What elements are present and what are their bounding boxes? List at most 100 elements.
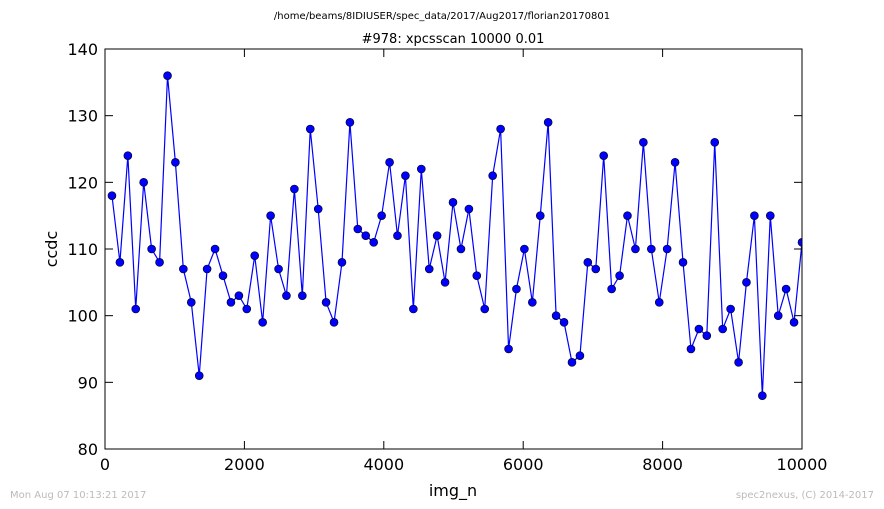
data-point bbox=[504, 344, 513, 354]
y-tick-label: 100 bbox=[67, 307, 98, 326]
data-point bbox=[234, 291, 244, 300]
y-tick-label: 110 bbox=[67, 240, 98, 259]
data-point bbox=[615, 271, 624, 280]
data-point bbox=[631, 244, 640, 254]
y-tick-label: 90 bbox=[78, 373, 98, 392]
data-point bbox=[305, 124, 315, 134]
data-point bbox=[353, 224, 363, 234]
chart-title: #978: xpcsscan 10000 0.01 bbox=[362, 32, 545, 47]
data-point bbox=[750, 211, 759, 220]
data-point bbox=[781, 284, 791, 294]
data-point bbox=[361, 231, 371, 240]
data-point bbox=[607, 284, 616, 294]
data-point bbox=[440, 278, 450, 287]
data-point bbox=[694, 324, 704, 334]
data-point bbox=[258, 318, 267, 327]
data-point bbox=[559, 318, 569, 327]
data-point bbox=[194, 371, 204, 380]
data-point bbox=[639, 138, 648, 147]
y-tick-label: 120 bbox=[67, 173, 98, 192]
data-point bbox=[226, 298, 236, 307]
data-point bbox=[654, 298, 664, 307]
data-point bbox=[797, 238, 802, 247]
data-point bbox=[282, 291, 291, 300]
data-point bbox=[163, 71, 172, 80]
data-point bbox=[115, 258, 125, 267]
data-point bbox=[290, 184, 299, 194]
x-tick-label: 6000 bbox=[503, 455, 544, 474]
data-point bbox=[710, 138, 720, 147]
data-point bbox=[599, 151, 609, 160]
data-point bbox=[773, 311, 783, 320]
data-point bbox=[575, 351, 585, 360]
data-point bbox=[718, 324, 727, 334]
y-tick-label: 80 bbox=[78, 440, 98, 459]
data-point bbox=[686, 344, 696, 354]
data-point bbox=[337, 258, 347, 267]
data-point bbox=[789, 318, 799, 327]
data-point bbox=[210, 244, 220, 254]
data-point bbox=[488, 171, 497, 180]
data-point bbox=[662, 244, 672, 254]
data-point bbox=[385, 158, 394, 167]
data-point bbox=[401, 171, 410, 180]
data-point bbox=[250, 251, 260, 260]
data-point bbox=[298, 291, 307, 300]
data-point bbox=[464, 204, 474, 214]
data-point bbox=[551, 311, 561, 320]
data-point bbox=[583, 258, 593, 267]
x-tick-label: 8000 bbox=[642, 455, 683, 474]
data-point bbox=[147, 244, 156, 254]
data-point bbox=[591, 264, 601, 274]
data-point bbox=[623, 211, 632, 220]
y-tick-label: 140 bbox=[67, 40, 98, 59]
data-point bbox=[155, 258, 164, 267]
data-point bbox=[329, 318, 339, 327]
footer-left: Mon Aug 07 10:13:21 2017 bbox=[10, 490, 146, 501]
data-point bbox=[266, 211, 275, 220]
data-point bbox=[377, 211, 386, 220]
data-point bbox=[171, 158, 180, 167]
data-point bbox=[369, 238, 378, 247]
data-point bbox=[480, 304, 490, 314]
data-point bbox=[535, 211, 545, 220]
y-axis-label: ccdc bbox=[42, 231, 61, 268]
data-point bbox=[202, 264, 212, 274]
data-point bbox=[424, 264, 434, 274]
data-point bbox=[758, 391, 767, 400]
x-tick-label: 10000 bbox=[777, 455, 828, 474]
data-point bbox=[512, 284, 521, 294]
data-point bbox=[472, 271, 482, 280]
data-point bbox=[409, 304, 418, 314]
data-point bbox=[528, 298, 537, 307]
data-point bbox=[186, 298, 196, 307]
data-point bbox=[123, 151, 133, 160]
plot-area bbox=[107, 71, 802, 400]
x-tick-label: 2000 bbox=[224, 455, 265, 474]
data-point bbox=[313, 204, 323, 214]
data-point bbox=[218, 271, 228, 280]
data-point bbox=[432, 231, 442, 240]
data-point bbox=[734, 358, 743, 367]
data-point bbox=[274, 264, 283, 274]
data-point bbox=[345, 118, 355, 127]
data-point bbox=[448, 198, 458, 207]
data-point bbox=[520, 244, 529, 254]
data-point bbox=[179, 264, 188, 274]
data-point bbox=[139, 178, 148, 187]
data-point bbox=[702, 331, 712, 340]
data-point bbox=[670, 158, 680, 167]
x-tick-label: 0 bbox=[100, 455, 110, 474]
data-point bbox=[456, 244, 466, 254]
data-point bbox=[107, 191, 117, 200]
data-point bbox=[726, 304, 735, 314]
data-point bbox=[765, 211, 775, 220]
x-tick-label: 4000 bbox=[363, 455, 404, 474]
data-point bbox=[242, 304, 252, 314]
data-point bbox=[543, 118, 553, 127]
data-point bbox=[647, 244, 656, 254]
series-line bbox=[111, 75, 802, 396]
footer-right: spec2nexus, (C) 2014-2017 bbox=[736, 490, 874, 501]
